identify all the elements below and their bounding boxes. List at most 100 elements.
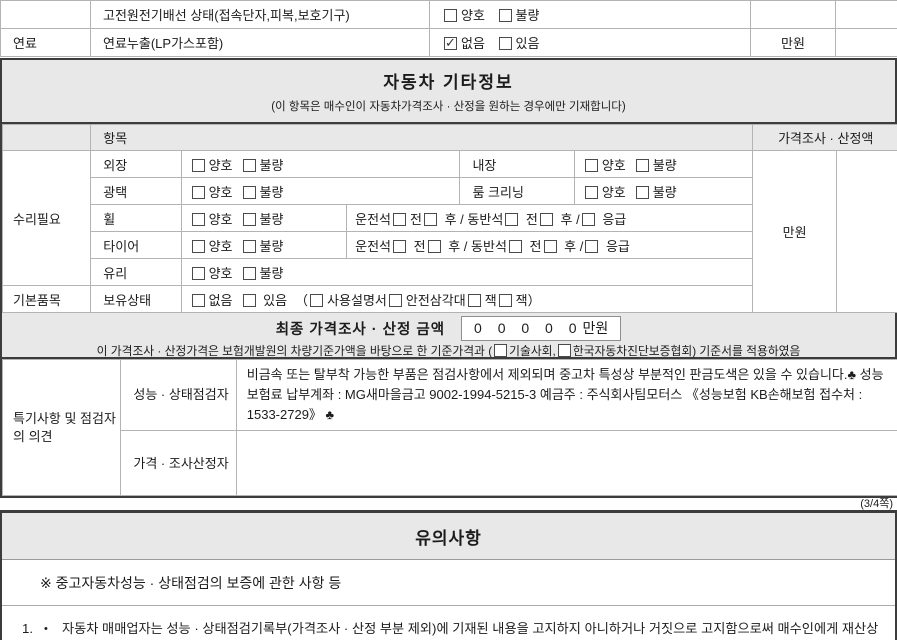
- rear-label: 후 /: [448, 238, 468, 254]
- checkbox-manual[interactable]: [310, 293, 324, 307]
- item-column-header: 항목: [90, 124, 754, 151]
- checkbox-wheel-passenger-front[interactable]: [505, 212, 519, 226]
- checkbox-jack[interactable]: [467, 293, 481, 307]
- checkbox-tire-driver-rear[interactable]: [427, 239, 441, 253]
- exterior-options-cell: 양호 불량: [180, 150, 461, 178]
- final-price-line: 최종 가격조사 · 산정 금액 0 0 0 0 0 만원: [2, 315, 895, 341]
- option-label-bad: 불량: [259, 265, 284, 281]
- option-label-bad: 불량: [259, 211, 284, 227]
- final-price-title: 최종 가격조사 · 산정 금액: [275, 321, 446, 338]
- checkbox-tire-bad[interactable]: [242, 239, 256, 253]
- price-amount-unit-cell: 만원: [752, 150, 837, 313]
- final-note-pre: 이 가격조사 · 산정가격은 보험개발원의 차량기준가액을 바탕으로 한 기준가…: [96, 344, 493, 358]
- jack2-label: 잭: [515, 292, 528, 308]
- checkbox-jack2[interactable]: [498, 293, 512, 307]
- checkbox-tire-passenger-rear[interactable]: [543, 239, 557, 253]
- checkbox-wiring-good[interactable]: [444, 9, 457, 22]
- checkbox-tire-driver-front[interactable]: [393, 239, 406, 253]
- option-label-good: 양호: [601, 157, 626, 173]
- tire-label: 타이어: [90, 231, 182, 259]
- option-label-bad: 불량: [259, 184, 284, 200]
- repair-group-label: 수리필요: [1, 150, 92, 286]
- price-survey-table: 항목 가격조사 · 산정액 수리필요 외장 양호 불량 내장 양호 불량 만원 광택: [1, 124, 897, 313]
- checkbox-wiring-bad[interactable]: [498, 9, 512, 22]
- passenger-seat-label: 동반석: [467, 211, 504, 227]
- polish-options-cell: 양호 불량: [180, 177, 461, 205]
- amount-digits: 0 0 0 0 0: [474, 319, 577, 336]
- passenger-seat-label: 동반석: [471, 238, 507, 254]
- table-row: 연료 연료누출(LP가스포함) 없음 있음 만원: [0, 28, 897, 57]
- holding-label: 보유상태: [90, 285, 182, 313]
- checkbox-polish-good[interactable]: [191, 185, 205, 199]
- checkbox-tire-passenger-front[interactable]: [508, 239, 522, 253]
- table-row-inspector: 특기사항 및 점검자의 의견 성능 · 상태점검자 비금속 또는 탈부착 가능한…: [1, 358, 897, 497]
- option-label-good: 양호: [461, 8, 485, 23]
- checkbox-triangle[interactable]: [388, 293, 402, 307]
- checkbox-wheel-good[interactable]: [191, 212, 205, 226]
- final-price-section: 최종 가격조사 · 산정 금액 0 0 0 0 0 만원 이 가격조사 · 산정가…: [2, 313, 895, 359]
- checkbox-holding-have[interactable]: [242, 293, 256, 307]
- notice-title: 유의사항: [2, 513, 895, 561]
- special-notes-table: 특기사항 및 점검자의 의견 성능 · 상태점검자 비금속 또는 탈부착 가능한…: [1, 358, 897, 497]
- rear-label: 후 /: [564, 238, 584, 254]
- price-column-header: 가격조사 · 산정액: [752, 124, 897, 151]
- option-label-bad: 불량: [652, 184, 677, 200]
- checkbox-tire-good[interactable]: [191, 239, 205, 253]
- checkbox-org-tech-society[interactable]: [494, 344, 508, 357]
- bullet-icon: •: [44, 623, 48, 636]
- fuel-price-unit: 만원: [750, 28, 836, 57]
- checkbox-exterior-bad[interactable]: [242, 158, 256, 172]
- paren-open: （: [295, 292, 309, 308]
- checkbox-room-good[interactable]: [584, 185, 598, 199]
- checkbox-interior-good[interactable]: [584, 158, 598, 172]
- top-inspection-table: 고전원전기배선 상태(접속단자,피복,보호기구) 양호 불량 연료 연료누출(L…: [0, 0, 897, 57]
- checkbox-exterior-good[interactable]: [191, 158, 205, 172]
- checkbox-wheel-emergency[interactable]: [581, 212, 595, 226]
- section-header: 자동차 기타정보 (이 항목은 매수인이 자동차가격조사 · 산정을 원하는 경…: [2, 60, 895, 124]
- tire-seat-detail-cell: 운전석 전 후 / 동반석 전 후 / 응급: [346, 231, 754, 259]
- checkbox-org-diagnosis-assoc[interactable]: [557, 344, 571, 357]
- table-row-wheel: 휠 양호 불량 운전석 전 후 / 동반석 전 후 / 응급: [3, 204, 897, 232]
- checkbox-glass-good[interactable]: [191, 266, 205, 280]
- holding-options-cell: 없음 있음 （사용설명서 안전삼각대 잭 잭）: [180, 285, 754, 313]
- header-empty-cell: [1, 124, 92, 151]
- checkbox-fuel-have[interactable]: [498, 37, 512, 50]
- wheel-options-cell: 양호 불량: [180, 204, 348, 232]
- glass-options-cell: 양호 불량: [180, 258, 754, 286]
- option-label-bad: 불량: [652, 157, 677, 173]
- special-group-label: 특기사항 및 점검자의 의견: [1, 358, 122, 497]
- checkbox-interior-bad[interactable]: [635, 158, 649, 172]
- table-row: 고전원전기배선 상태(접속단자,피복,보호기구) 양호 불량: [0, 0, 897, 29]
- final-amount-field[interactable]: 0 0 0 0 0 만원: [461, 315, 622, 341]
- item-number: 1.: [22, 621, 33, 637]
- wheel-label: 휠: [90, 204, 182, 232]
- checkbox-wheel-driver-rear[interactable]: [423, 212, 437, 226]
- fuel-group-label: 연료: [0, 28, 91, 57]
- checkbox-tire-emergency[interactable]: [585, 239, 599, 253]
- option-label-bad: 불량: [515, 8, 540, 23]
- fuel-leak-label: 연료누출(LP가스포함): [90, 28, 430, 57]
- glass-label: 유리: [90, 258, 182, 286]
- interior-options-cell: 양호 불량: [573, 150, 754, 178]
- checkbox-holding-none[interactable]: [191, 293, 205, 307]
- fuel-options-cell: 없음 있음: [429, 28, 751, 57]
- table-row-appraiser: 가격 · 조사산정자: [3, 430, 897, 497]
- checkbox-wheel-driver-front[interactable]: [393, 212, 406, 226]
- checkbox-wheel-passenger-rear[interactable]: [539, 212, 553, 226]
- paren-close: ）: [527, 292, 541, 308]
- option-label-good: 양호: [208, 157, 233, 173]
- driver-seat-label: 운전석: [355, 238, 391, 254]
- checkbox-glass-bad[interactable]: [242, 266, 256, 280]
- polish-label: 광택: [90, 177, 182, 205]
- item-text: 자동차 매매업자는 성능 · 상태점검기록부(가격조사 · 산정 부분 제외)에…: [62, 621, 879, 637]
- option-label-good: 양호: [208, 265, 233, 281]
- notice-item-1: 1. • 자동차 매매업자는 성능 · 상태점검기록부(가격조사 · 산정 부분…: [2, 606, 895, 640]
- checkbox-polish-bad[interactable]: [242, 185, 256, 199]
- table-row-basic-items: 기본품목 보유상태 없음 있음 （사용설명서 안전삼각대 잭 잭）: [1, 285, 897, 313]
- room-cleaning-label: 룸 크리닝: [459, 177, 575, 205]
- top-row1-group-cell: [0, 0, 91, 29]
- checkbox-room-bad[interactable]: [635, 185, 649, 199]
- checkbox-wheel-bad[interactable]: [242, 212, 256, 226]
- checkbox-fuel-none-checked[interactable]: [444, 35, 457, 51]
